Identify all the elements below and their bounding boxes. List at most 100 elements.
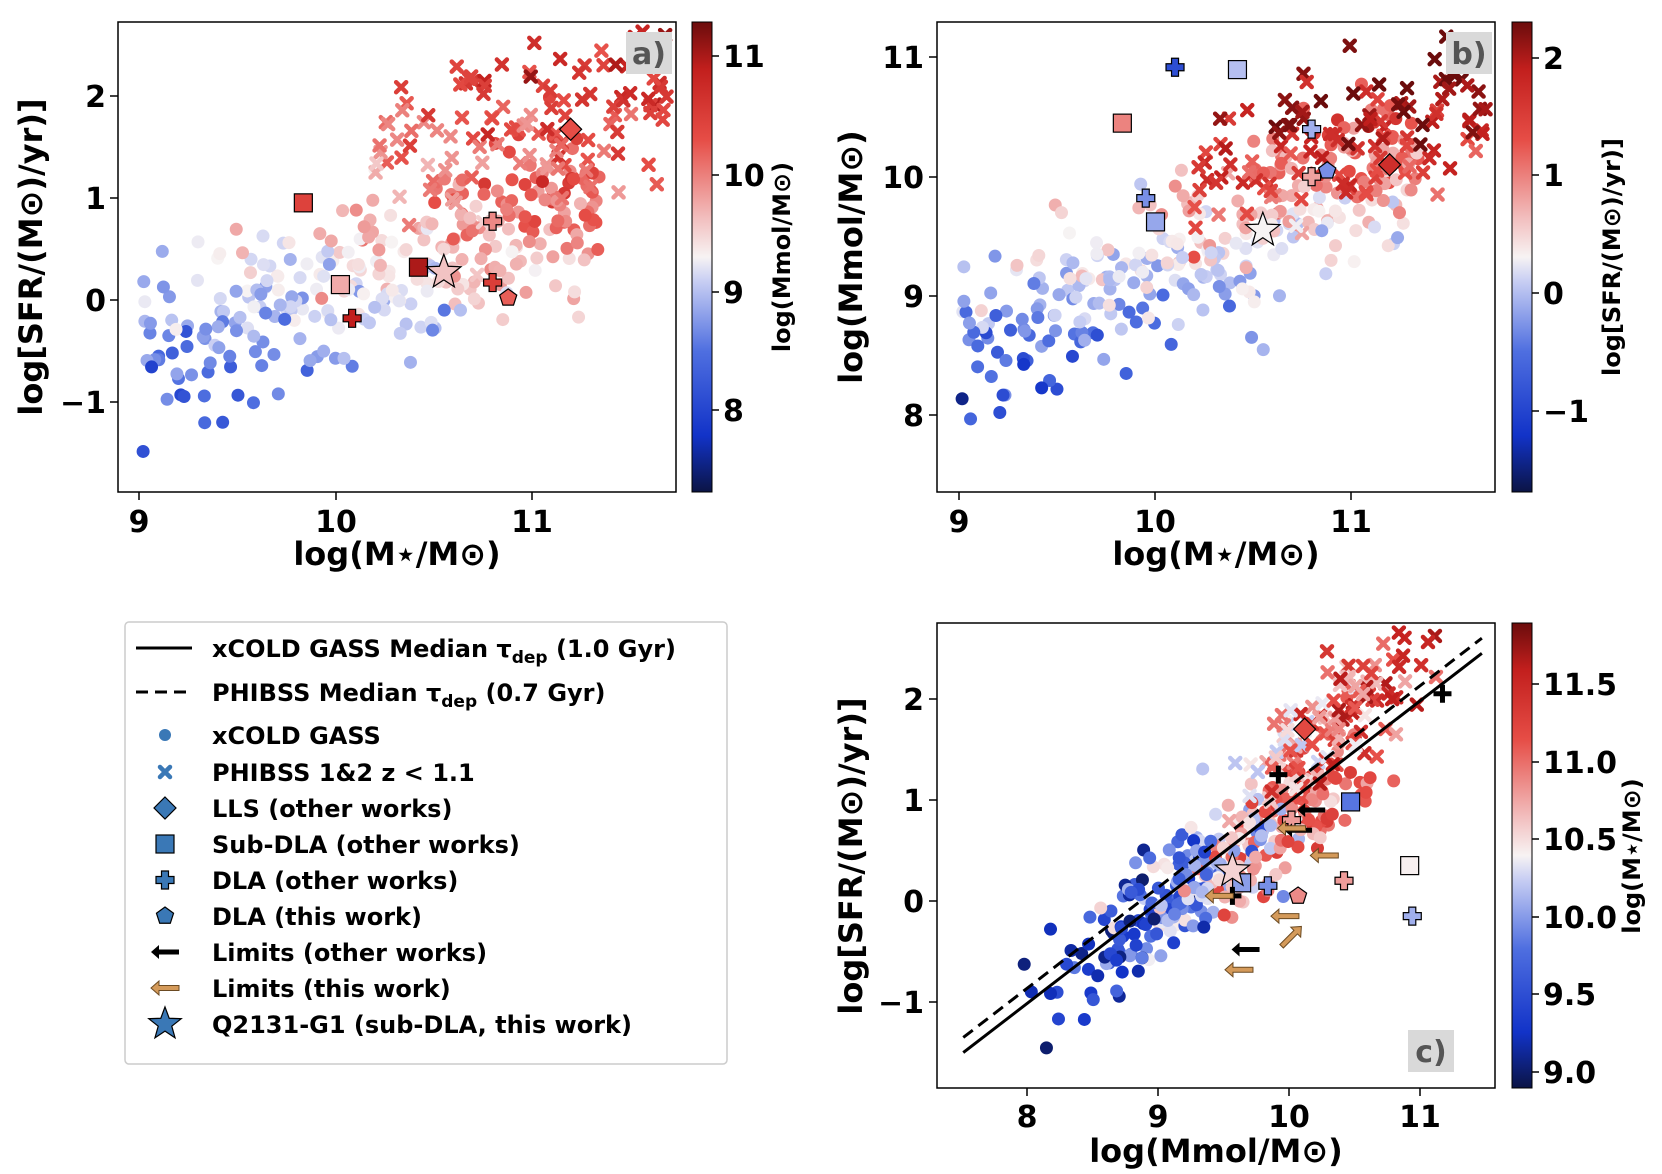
dla-marker — [1402, 906, 1422, 926]
phibss-point — [1326, 693, 1341, 708]
xcold-gass-point — [230, 324, 244, 338]
phibss-point — [476, 86, 491, 102]
xcold-gass-point — [1352, 203, 1366, 217]
xcold-gass-point — [278, 312, 292, 326]
xcold-gass-point — [538, 193, 552, 207]
xcold-gass-point — [282, 236, 296, 250]
phibss-point — [522, 147, 537, 163]
xcold-gass-point — [1083, 910, 1097, 924]
xcold-gass-point — [1204, 834, 1218, 848]
xcold-gass-point — [1342, 164, 1356, 178]
phibss-point — [1399, 80, 1415, 96]
phibss-point — [1342, 38, 1357, 54]
xcold-gass-point — [1286, 230, 1300, 244]
panel-c-colorbar-tick: 10.5 — [1543, 823, 1617, 858]
phibss-point — [1283, 146, 1298, 161]
panel-c-limit-arrows — [1204, 684, 1452, 978]
xcold-gass-point — [1127, 276, 1141, 290]
phibss-point — [594, 43, 609, 58]
xcold-gass-point — [577, 253, 591, 267]
phibss-point — [1266, 716, 1282, 732]
sub-dla-marker — [330, 274, 351, 295]
xcold-gass-point — [1015, 312, 1029, 326]
panel-c-colorbar-ticks: 11.5 11.0 10.5 10.0 9.5 9.0 — [1532, 668, 1617, 1091]
xcold-gass-point — [293, 332, 307, 346]
xcold-gass-point — [322, 257, 336, 271]
phibss-point — [472, 139, 487, 155]
phibss-point — [1376, 636, 1391, 651]
xcold-gass-point — [1187, 288, 1201, 302]
xcold-gass-point — [1129, 856, 1143, 870]
phibss-point — [401, 217, 417, 233]
limit-this-work-arrow — [1224, 961, 1254, 978]
phibss-point — [1371, 77, 1387, 92]
xcold-gass-point — [1143, 851, 1157, 865]
panel-c-highlighted-markers — [1213, 717, 1422, 926]
xcold-gass-point — [1062, 226, 1076, 240]
xcold-gass-point — [1310, 841, 1324, 855]
panel-b-y-label: log(Mmol/M⊙) — [832, 130, 870, 384]
xcold-gass-point — [1081, 962, 1095, 976]
panel-a-colorbar — [691, 21, 713, 493]
panel-b-highlighted-markers — [1112, 57, 1402, 247]
xcold-gass-point — [317, 269, 331, 283]
xcold-gass-point — [453, 303, 467, 317]
panel-b-y-tick: 11 — [882, 41, 924, 76]
phibss-point — [611, 185, 626, 200]
xcold-gass-point — [1221, 798, 1235, 812]
xcold-gass-point — [375, 292, 389, 306]
phibss-point — [1441, 607, 1451, 617]
xcold-gass-point — [1222, 299, 1236, 313]
xcold-gass-point — [191, 235, 205, 249]
panel-c-colorbar-tick: 11.0 — [1543, 746, 1617, 781]
panel-c-x-ticks: 8 9 10 11 — [1017, 1088, 1441, 1135]
xcold-gass-point — [169, 322, 183, 336]
phibss-point — [556, 93, 572, 108]
legend-x-icon — [157, 764, 173, 780]
xcold-gass-point — [1097, 352, 1111, 366]
xcold-gass-point — [1343, 765, 1357, 779]
xcold-gass-point — [260, 274, 274, 288]
xcold-gass-point — [162, 290, 176, 304]
xcold-gass-point — [971, 339, 985, 353]
xcold-gass-point — [522, 235, 536, 249]
xcold-gass-point — [1129, 938, 1143, 952]
sub-dla-marker — [1400, 856, 1420, 876]
xcold-gass-point — [417, 233, 431, 247]
phibss-point — [608, 57, 623, 72]
xcold-gass-point — [962, 316, 976, 330]
xcold-gass-point — [1324, 253, 1338, 267]
legend-items: xCOLD GASS Median τdep (1.0 Gyr) PHIBSS M… — [136, 635, 676, 1040]
xcold-gass-point — [578, 208, 592, 222]
xcold-gass-point — [573, 197, 587, 211]
phibss-point — [1388, 727, 1404, 742]
phibss-point — [394, 150, 409, 165]
xcold-gass-point — [1122, 305, 1136, 319]
xcold-gass-point — [1017, 957, 1031, 971]
xcold-gass-point — [1291, 840, 1305, 854]
phibss-point — [1322, 126, 1338, 142]
xcold-gass-point — [284, 300, 298, 314]
legend-label-rest: (0.7 Gyr) — [477, 679, 605, 707]
panel-c-x-label: log(Mmol/M⊙) — [1089, 1132, 1343, 1170]
panel-b-colorbar — [1511, 21, 1533, 493]
limit-this-work-arrow — [1270, 908, 1300, 925]
xcold-gass-point — [500, 202, 514, 216]
phibss-point — [1397, 674, 1413, 689]
xcold-gass-point — [213, 247, 227, 261]
panel-c-x-tick: 8 — [1017, 1100, 1038, 1135]
phibss-point — [1295, 104, 1310, 120]
phibss-point — [1211, 207, 1226, 222]
legend-item: Limits (other works) — [151, 939, 487, 967]
xcold-gass-point — [1239, 242, 1253, 256]
phibss-point — [404, 123, 419, 139]
phibss-point — [596, 143, 612, 159]
xcold-gass-point — [1172, 851, 1186, 865]
xcold-gass-point — [1145, 248, 1159, 262]
limit-this-work-arrow — [1204, 887, 1234, 905]
xcold-gass-point — [1134, 177, 1148, 191]
xcold-gass-point — [1094, 901, 1108, 915]
phibss-point — [623, 106, 639, 122]
xcold-gass-point — [1110, 984, 1124, 998]
legend-box — [124, 621, 728, 1065]
